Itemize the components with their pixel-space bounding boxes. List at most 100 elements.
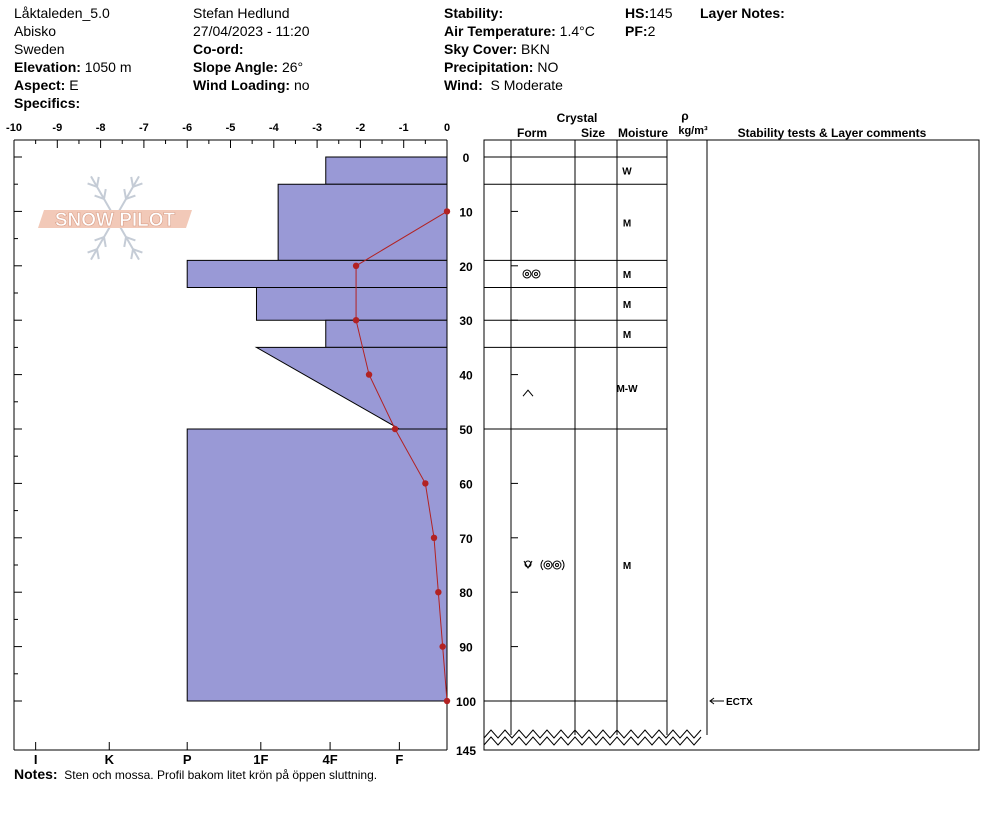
region-name: Abisko xyxy=(14,23,57,39)
header-col1: Låktaleden_5.0 Abisko Sweden Elevation: … xyxy=(14,4,132,112)
snowflake-branch xyxy=(123,188,127,200)
melt-forms-icon xyxy=(555,563,559,567)
depth-tick-label: 30 xyxy=(459,314,473,328)
elevation-row: Elevation: 1050 m xyxy=(14,59,132,75)
temp-tick-label: -9 xyxy=(52,122,62,134)
depth-tick-label: 50 xyxy=(459,423,473,437)
temp-tick-label: -1 xyxy=(399,122,409,134)
temp-tick-label: -7 xyxy=(139,122,149,134)
hardness-layer xyxy=(255,287,448,321)
temp-tick-label: -6 xyxy=(182,122,192,134)
country-name: Sweden xyxy=(14,41,65,57)
notes-row: Notes: Sten och mossa. Profil bakom lite… xyxy=(14,766,377,782)
moisture-value: M-W xyxy=(616,384,638,395)
temperature-point xyxy=(435,589,442,596)
snowflake-branch xyxy=(103,188,107,200)
pf-row: PF:2 xyxy=(625,23,656,39)
hardness-tick-label: F xyxy=(395,752,403,767)
header-moisture: Moisture xyxy=(618,126,668,140)
layer-table: Crystal Form Size Moisture ρ kg/m³ Stability t… xyxy=(483,109,980,751)
depth-tick-label: 100 xyxy=(456,695,476,709)
hardness-tick-label: 1F xyxy=(253,752,268,767)
moisture-value: M xyxy=(623,330,631,341)
snowflake-branch xyxy=(94,236,105,242)
wind-loading-row: Wind Loading: no xyxy=(193,77,310,93)
hardness-tick-label: P xyxy=(183,752,192,767)
melt-forms-icon xyxy=(522,269,532,279)
temperature-point xyxy=(443,697,451,705)
sky-row: Sky Cover: BKN xyxy=(444,41,550,57)
temperature-point xyxy=(443,208,451,215)
temperature-point xyxy=(352,262,360,269)
aspect-row: Aspect: E xyxy=(14,77,79,93)
temperature-profile xyxy=(352,208,451,705)
melt-forms-icon xyxy=(534,271,538,276)
temperature-point xyxy=(430,534,438,541)
depth-tick-label: 0 xyxy=(463,151,470,165)
temp-tick-label: -4 xyxy=(269,122,280,134)
snowflake-branch xyxy=(96,249,100,260)
depth-tick-label: 90 xyxy=(459,641,473,655)
header-size: Size xyxy=(581,126,605,140)
coord-row: Co-ord: xyxy=(193,41,244,57)
snowflake-branch xyxy=(130,176,134,187)
stability-row: Stability: xyxy=(444,5,504,21)
notes-label: Notes: xyxy=(14,766,58,782)
location-name: Låktaleden_5.0 xyxy=(14,5,110,21)
header-col5: Layer Notes: xyxy=(700,4,785,22)
hardness-layer xyxy=(186,428,448,702)
snowflake-branch xyxy=(87,248,98,254)
slope-row: Slope Angle: 26° xyxy=(193,59,304,75)
depth-tick-label: 40 xyxy=(459,369,473,383)
header-col4: HS:145 PF:2 xyxy=(625,4,672,40)
snowflake-branch xyxy=(87,182,98,188)
temp-tick-label: -2 xyxy=(356,122,366,134)
moisture-value: W xyxy=(622,167,632,178)
snowflake-branch xyxy=(125,194,136,200)
slope-value: 26° xyxy=(281,59,304,75)
snowflake-branch xyxy=(130,249,134,260)
snowpilot-logo: SNOW PILOT xyxy=(38,175,192,261)
header-crystal: Crystal xyxy=(557,111,598,125)
header-stability: Stability tests & Layer comments xyxy=(738,126,927,140)
depth-tick-label: 80 xyxy=(459,586,473,600)
temperature-point xyxy=(391,425,399,433)
parenthesis-icon xyxy=(561,559,565,571)
hardness-layer xyxy=(325,156,448,185)
snowflake-branch xyxy=(132,182,143,188)
logo-text: SNOW PILOT xyxy=(55,210,176,231)
air-temp-value: 1.4°C xyxy=(559,23,595,39)
hardness-tick-label: I xyxy=(34,752,38,767)
depth-tick-label: 60 xyxy=(459,477,473,491)
snowflake-branch xyxy=(94,194,105,200)
logo-banner xyxy=(38,210,192,228)
stability-test-arrow xyxy=(709,697,715,705)
profile-axes: -10 -9 -8 -7 -6 -5 -4 -3 -2 -1 0I K P 1F 4F F0102030405… xyxy=(6,122,476,767)
aspect-value: E xyxy=(69,77,79,93)
temperature-line xyxy=(355,210,448,702)
pf-value: 2 xyxy=(647,23,656,39)
melt-forms-icon xyxy=(546,563,550,567)
snowflake-branch xyxy=(123,236,127,248)
temperature-point xyxy=(439,643,446,650)
table-frame xyxy=(483,139,980,751)
hardness-tick-label: K xyxy=(105,752,115,767)
header-form: Form xyxy=(517,126,547,140)
hardness-layer xyxy=(186,259,448,289)
wind-loading-value: no xyxy=(293,77,310,93)
depth-break-zigzag xyxy=(483,736,702,746)
header-col3: Stability: Air Temperature: 1.4°C Sky Co… xyxy=(444,4,595,94)
temperature-point xyxy=(422,480,429,487)
depth-tick-label: 70 xyxy=(459,532,473,546)
snowflake-branch xyxy=(132,248,143,254)
observation-datetime: 27/04/2023 - 11:20 xyxy=(193,23,310,39)
hardness-layer xyxy=(277,183,448,261)
elevation-value: 1050 m xyxy=(84,59,132,75)
layer-notes-label: Layer Notes: xyxy=(700,5,785,21)
rounded-icon xyxy=(523,560,533,570)
melt-forms-icon xyxy=(531,269,541,279)
air-temp-row: Air Temperature: 1.4°C xyxy=(444,23,595,39)
melt-forms-icon xyxy=(525,271,529,276)
temperature-point xyxy=(365,371,373,378)
